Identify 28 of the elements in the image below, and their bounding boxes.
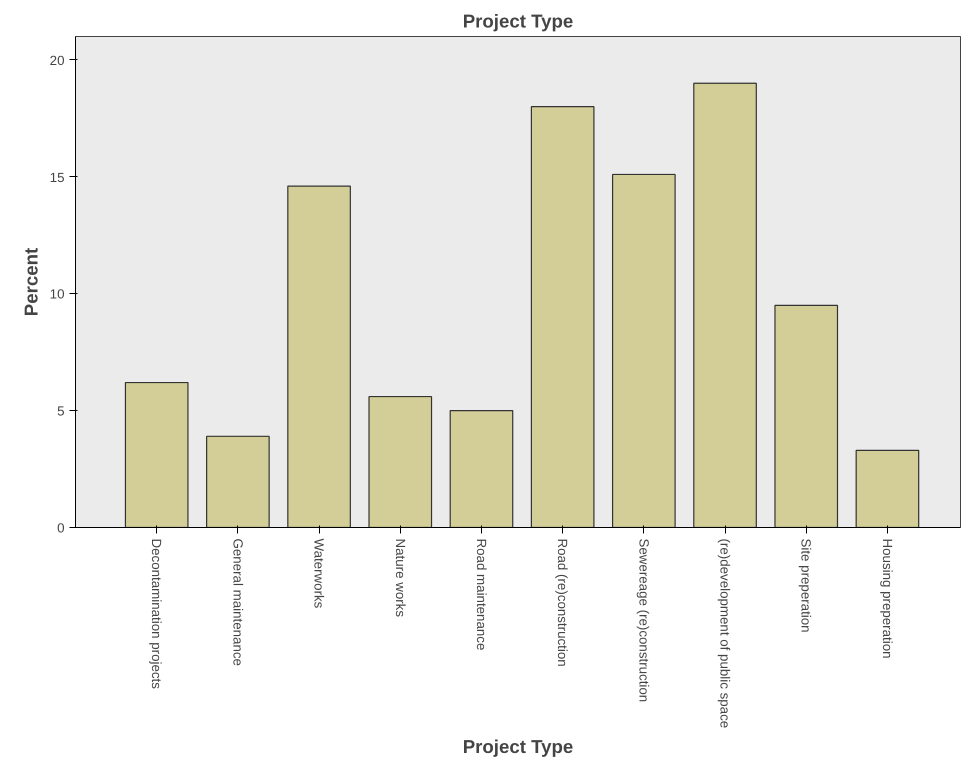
bar bbox=[774, 304, 838, 528]
y-tick-label: 20 bbox=[50, 52, 65, 68]
x-tick-label: General maintenance bbox=[230, 538, 246, 666]
x-tick-label: Sewereage (re)construction bbox=[636, 538, 652, 702]
bar bbox=[287, 186, 351, 528]
bar bbox=[530, 106, 595, 528]
x-tick-label: (re)development of public space bbox=[718, 538, 733, 728]
bar bbox=[612, 174, 676, 528]
y-tick-label: 10 bbox=[50, 286, 65, 302]
y-tick-label: 15 bbox=[50, 170, 65, 185]
chart-title: Project Type bbox=[462, 10, 574, 32]
bar bbox=[450, 410, 514, 528]
x-tick-label: Waterworks bbox=[312, 538, 327, 609]
x-tick-label: Decontamination projects bbox=[149, 538, 164, 690]
x-tick-label: Road (re)construction bbox=[555, 538, 570, 667]
x-tick-label: Nature works bbox=[392, 538, 408, 618]
x-tick-label: Housing preperation bbox=[880, 538, 895, 659]
bar bbox=[693, 82, 757, 528]
y-axis-title: Percent bbox=[20, 248, 42, 316]
x-tick-label: Site preperation bbox=[798, 538, 814, 633]
y-tick-label: 5 bbox=[57, 404, 65, 419]
bar bbox=[124, 382, 189, 528]
bar bbox=[856, 450, 920, 528]
bar bbox=[206, 436, 270, 528]
y-tick-label: 0 bbox=[57, 520, 65, 536]
x-tick-label: Road maintenance bbox=[474, 538, 489, 650]
bar bbox=[368, 396, 432, 528]
x-axis-title: Project Type bbox=[462, 736, 574, 758]
